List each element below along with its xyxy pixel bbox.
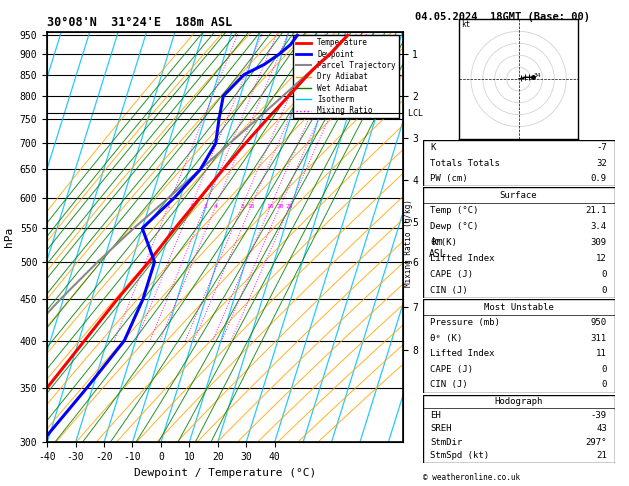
Text: K: K	[430, 143, 436, 152]
Text: StmDir: StmDir	[430, 438, 462, 447]
Text: SREH: SREH	[430, 424, 452, 433]
X-axis label: Dewpoint / Temperature (°C): Dewpoint / Temperature (°C)	[134, 468, 316, 478]
Text: 21: 21	[596, 451, 607, 460]
Legend: Temperature, Dewpoint, Parcel Trajectory, Dry Adiabat, Wet Adiabat, Isotherm, Mi: Temperature, Dewpoint, Parcel Trajectory…	[292, 35, 399, 118]
Text: CIN (J): CIN (J)	[430, 381, 468, 389]
Text: StmSpd (kt): StmSpd (kt)	[430, 451, 489, 460]
Text: Surface: Surface	[500, 191, 537, 200]
Text: PW (cm): PW (cm)	[430, 174, 468, 183]
Text: 20: 20	[276, 204, 284, 209]
Text: 34: 34	[534, 72, 542, 78]
Text: 30°08'N  31°24'E  188m ASL: 30°08'N 31°24'E 188m ASL	[47, 16, 233, 29]
Text: 297°: 297°	[586, 438, 607, 447]
Text: 0: 0	[601, 285, 607, 295]
Text: Pressure (mb): Pressure (mb)	[430, 318, 500, 327]
Y-axis label: km
ASL: km ASL	[429, 237, 447, 259]
Text: 2: 2	[189, 204, 193, 209]
Text: 25: 25	[286, 204, 294, 209]
Text: kt: kt	[462, 19, 470, 29]
Text: CAPE (J): CAPE (J)	[430, 365, 474, 374]
Text: 8: 8	[240, 204, 244, 209]
Text: 0.9: 0.9	[591, 174, 607, 183]
Text: © weatheronline.co.uk: © weatheronline.co.uk	[423, 473, 520, 482]
Text: 16: 16	[267, 204, 274, 209]
Text: 1: 1	[166, 204, 170, 209]
Text: 21.1: 21.1	[586, 207, 607, 215]
Text: CAPE (J): CAPE (J)	[430, 270, 474, 278]
Text: θᵉ(K): θᵉ(K)	[430, 238, 457, 247]
Text: Lifted Index: Lifted Index	[430, 349, 495, 358]
Text: 32: 32	[596, 158, 607, 168]
Text: -7: -7	[596, 143, 607, 152]
Text: 311: 311	[591, 334, 607, 343]
Text: 4: 4	[214, 204, 218, 209]
Text: LCL: LCL	[403, 109, 423, 118]
Text: Temp (°C): Temp (°C)	[430, 207, 479, 215]
Text: Hodograph: Hodograph	[494, 397, 543, 406]
Text: EH: EH	[430, 411, 441, 419]
Text: 0: 0	[601, 270, 607, 278]
Text: 12: 12	[596, 254, 607, 263]
Text: 43: 43	[596, 424, 607, 433]
Text: 950: 950	[591, 318, 607, 327]
Y-axis label: hPa: hPa	[4, 227, 14, 247]
Text: Totals Totals: Totals Totals	[430, 158, 500, 168]
Text: 0: 0	[601, 381, 607, 389]
Text: 3.4: 3.4	[591, 222, 607, 231]
Text: Lifted Index: Lifted Index	[430, 254, 495, 263]
Text: 309: 309	[591, 238, 607, 247]
Text: CIN (J): CIN (J)	[430, 285, 468, 295]
Text: θᵉ (K): θᵉ (K)	[430, 334, 462, 343]
Text: 10: 10	[247, 204, 255, 209]
Text: 04.05.2024  18GMT (Base: 00): 04.05.2024 18GMT (Base: 00)	[415, 12, 590, 22]
Text: 0: 0	[601, 365, 607, 374]
Text: Mixing Ratio (g/kg): Mixing Ratio (g/kg)	[404, 199, 413, 287]
Text: Most Unstable: Most Unstable	[484, 303, 554, 312]
Text: 11: 11	[596, 349, 607, 358]
Text: 3: 3	[203, 204, 207, 209]
Text: Dewp (°C): Dewp (°C)	[430, 222, 479, 231]
Text: -39: -39	[591, 411, 607, 419]
